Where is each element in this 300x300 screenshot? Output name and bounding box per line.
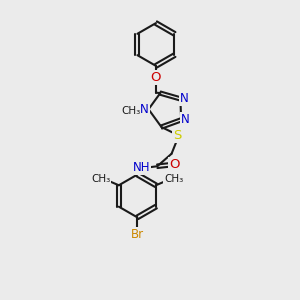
Text: N: N <box>181 113 190 126</box>
Text: CH₃: CH₃ <box>92 174 111 184</box>
Text: CH₃: CH₃ <box>164 174 183 184</box>
Text: S: S <box>173 129 181 142</box>
Text: Br: Br <box>131 228 144 241</box>
Text: N: N <box>180 92 189 105</box>
Text: O: O <box>151 71 161 84</box>
Text: N: N <box>140 103 149 116</box>
Text: O: O <box>169 158 180 171</box>
Text: CH₃: CH₃ <box>121 106 140 116</box>
Text: NH: NH <box>133 161 150 174</box>
